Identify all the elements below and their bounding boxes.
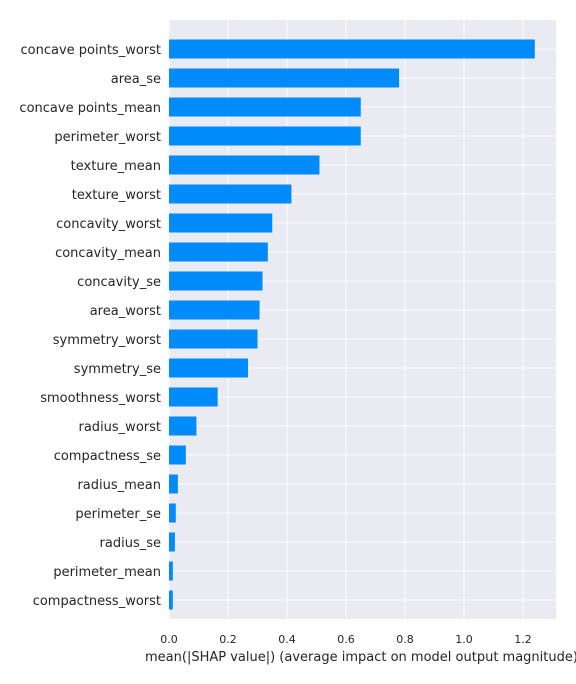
bar-radius-worst xyxy=(169,416,197,436)
bar-concave-points-mean xyxy=(169,97,361,117)
x-tick-label: 0.0 xyxy=(160,633,178,646)
y-tick-label: area_worst xyxy=(90,304,161,319)
bar-compactness-se xyxy=(169,445,186,465)
bar-radius-mean xyxy=(169,474,178,494)
bar-concavity-mean xyxy=(169,242,268,262)
y-tick-label: concave points_mean xyxy=(19,101,161,116)
bar-texture-worst xyxy=(169,184,292,204)
y-tick-label: radius_worst xyxy=(79,420,162,435)
y-tick-label: concavity_se xyxy=(77,275,161,290)
x-tick-label: 0.2 xyxy=(219,633,237,646)
x-axis-label: mean(|SHAP value|) (average impact on mo… xyxy=(145,650,576,665)
y-tick-label: area_se xyxy=(111,72,161,87)
bar-perimeter-worst xyxy=(169,126,361,146)
y-tick-label: concavity_worst xyxy=(56,217,161,232)
y-tick-label: compactness_se xyxy=(54,449,161,464)
x-tick-label: 1.2 xyxy=(514,633,532,646)
y-tick-label: symmetry_se xyxy=(74,362,161,377)
y-tick-label: perimeter_mean xyxy=(53,565,161,580)
bar-symmetry-se xyxy=(169,358,249,378)
bar-area-se xyxy=(169,68,400,88)
bar-perimeter-mean xyxy=(169,561,173,581)
y-tick-label: compactness_worst xyxy=(33,594,161,609)
bar-texture-mean xyxy=(169,155,320,175)
x-tick-label: 0.4 xyxy=(278,633,296,646)
y-tick-label: concavity_mean xyxy=(55,246,161,261)
bar-compactness-worst xyxy=(169,590,173,610)
y-tick-label: texture_mean xyxy=(71,159,161,174)
bar-concave-points-worst xyxy=(169,39,535,59)
y-tick-label: texture_worst xyxy=(72,188,161,203)
bar-area-worst xyxy=(169,300,260,320)
y-tick-label: perimeter_worst xyxy=(54,130,161,145)
bar-perimeter-se xyxy=(169,503,176,523)
bar-radius-se xyxy=(169,532,175,552)
y-tick-label: perimeter_se xyxy=(75,507,161,522)
x-tick-label: 1.0 xyxy=(455,633,473,646)
x-tick-labels: 0.0 0.2 0.4 0.6 0.8 1.0 1.2 xyxy=(160,633,532,646)
bar-concavity-se xyxy=(169,271,263,291)
y-tick-label: symmetry_worst xyxy=(53,333,161,348)
bar-smoothness-worst xyxy=(169,387,218,407)
x-tick-label: 0.8 xyxy=(396,633,414,646)
bar-symmetry-worst xyxy=(169,329,258,349)
y-tick-label: concave points_worst xyxy=(20,43,161,58)
x-tick-label: 0.6 xyxy=(337,633,355,646)
bars xyxy=(169,39,535,610)
bar-concavity-worst xyxy=(169,213,273,233)
y-tick-label: radius_se xyxy=(100,536,161,551)
y-tick-label: radius_mean xyxy=(77,478,161,493)
y-tick-label: smoothness_worst xyxy=(40,391,161,406)
